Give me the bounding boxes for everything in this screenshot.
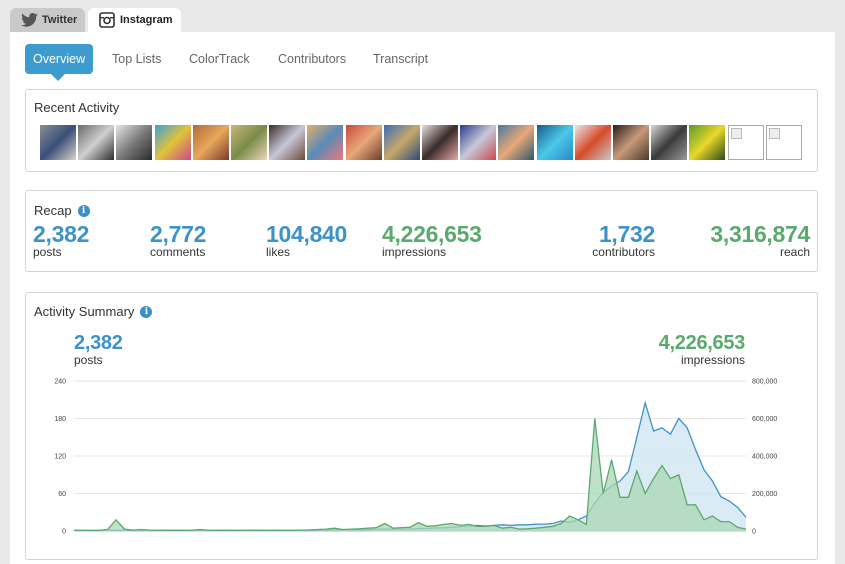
left-tick-label: 0 [62, 529, 66, 536]
tab-instagram[interactable]: Instagram [88, 8, 181, 32]
tab-top-lists[interactable]: Top Lists [112, 52, 162, 66]
stat-value: 4,226,653 [382, 221, 482, 247]
thumbnail[interactable] [651, 125, 688, 160]
activity-summary-title-text: Activity Summary [34, 304, 135, 319]
tab-overview[interactable]: Overview [25, 44, 94, 81]
thumbnail[interactable] [536, 125, 573, 160]
stat-likes: 104,840 likes [266, 222, 347, 258]
tab-contributors[interactable]: Contributors [278, 52, 347, 66]
stat-value: 3,316,874 [710, 221, 810, 247]
instagram-camera-icon [98, 12, 116, 28]
left-tick-label: 180 [54, 416, 66, 423]
stat-posts: 2,382 posts [33, 222, 89, 258]
summary-posts-label: posts [74, 353, 103, 367]
recent-activity-box: Recent Activity [25, 89, 818, 172]
series-line-impressions [73, 418, 747, 532]
info-icon[interactable]: i [77, 204, 90, 217]
summary-impressions-label: impressions [680, 353, 745, 367]
stat-reach: 3,316,874 reach [710, 222, 810, 258]
thumbnail[interactable] [613, 125, 649, 160]
stat-label: contributors [592, 245, 655, 259]
recap-box: Recap i 2,382 posts 2,772 comments 104,8… [25, 190, 818, 272]
stat-value: 104,840 [266, 221, 348, 247]
tab-instagram-label: Instagram [120, 14, 173, 26]
platform-tabs: Twitter Instagram [0, 0, 845, 32]
left-tick-label: 120 [54, 454, 66, 461]
tab-twitter-label: Twitter [42, 14, 78, 26]
stat-label: reach [779, 245, 810, 259]
thumbnail[interactable] [498, 125, 535, 160]
stat-comments: 2,772 comments [150, 222, 206, 258]
right-tick-label: 800,000 [752, 379, 777, 386]
thumbnail[interactable] [422, 125, 458, 160]
activity-summary-box: Activity Summary i 2,382 posts 4,226,653… [25, 292, 818, 560]
info-icon[interactable]: i [140, 305, 153, 318]
thumbnail[interactable] [269, 125, 306, 160]
thumbnail[interactable] [345, 125, 382, 160]
thumbnail[interactable] [460, 125, 497, 160]
stat-value: 2,382 [33, 221, 90, 247]
stat-value: 1,732 [598, 221, 655, 247]
series-area-impressions [74, 418, 746, 531]
tab-colortrack[interactable]: ColorTrack [189, 52, 250, 66]
recap-title: Recap i [34, 203, 90, 218]
twitter-bird-icon [20, 12, 38, 28]
thumbnail[interactable] [78, 125, 115, 160]
thumbnail[interactable] [307, 125, 344, 160]
thumbnail[interactable] [116, 125, 153, 160]
right-tick-label: 0 [752, 529, 756, 536]
recap-title-text: Recap [34, 203, 72, 218]
activity-summary-title: Activity Summary i [34, 304, 153, 319]
thumbnail[interactable] [231, 125, 267, 160]
thumbnail-broken[interactable] [765, 125, 802, 160]
left-tick-label: 60 [58, 491, 66, 498]
stat-label: comments [150, 245, 206, 259]
thumbnail[interactable] [689, 125, 726, 160]
recent-activity-title: Recent Activity [34, 100, 120, 115]
thumbnail[interactable] [154, 125, 191, 160]
stat-label: likes [266, 245, 291, 259]
summary-impressions: 4,226,653 impressions [658, 332, 746, 367]
stat-value: 2,772 [150, 221, 207, 247]
activity-chart: 0 0 60 200,000 120 400,000 180 600,000 240 800,00… [54, 379, 777, 536]
thumbnail[interactable] [574, 125, 611, 160]
thumbnail[interactable] [40, 125, 76, 160]
summary-posts-value: 2,382 [74, 332, 123, 354]
thumbnail[interactable] [192, 125, 229, 160]
left-tick-label: 240 [54, 379, 66, 386]
right-tick-label: 400,000 [752, 454, 777, 461]
main-panel: Overview Top Lists ColorTrack Contributo… [10, 32, 835, 564]
right-tick-label: 200,000 [752, 491, 777, 498]
summary-posts: 2,382 posts [74, 332, 123, 367]
tab-twitter[interactable]: Twitter [10, 8, 85, 32]
summary-impressions-value: 4,226,653 [658, 332, 746, 354]
tab-transcript[interactable]: Transcript [373, 52, 429, 66]
stat-impressions: 4,226,653 impressions [382, 222, 482, 258]
right-tick-label: 600,000 [752, 416, 777, 423]
stat-label: posts [33, 245, 62, 259]
thumbnail[interactable] [383, 125, 420, 160]
stat-contributors: 1,732 contributors [592, 222, 655, 258]
thumbnail-broken[interactable] [727, 125, 764, 160]
stat-label: impressions [382, 245, 447, 259]
